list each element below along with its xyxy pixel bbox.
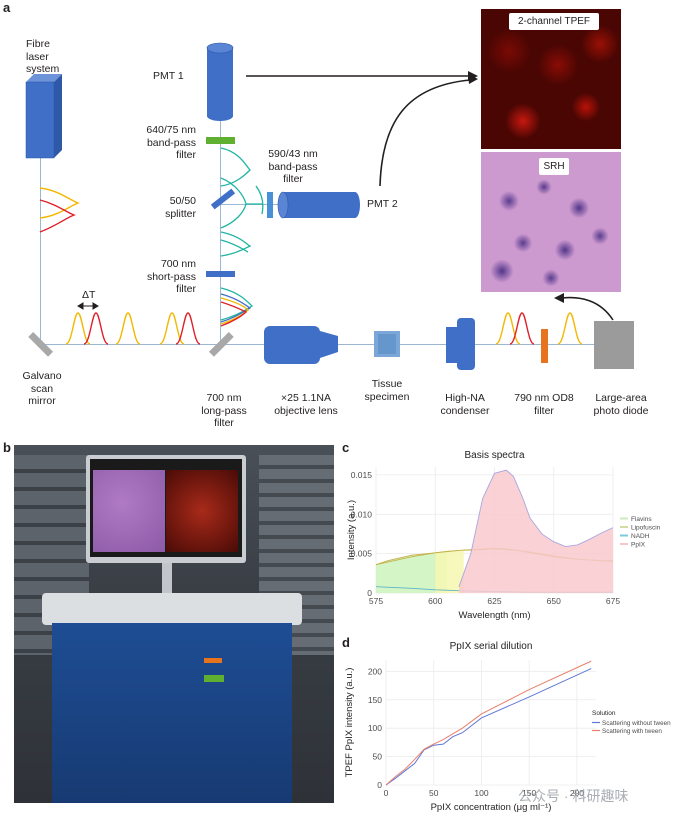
spectrum-line-ppix bbox=[458, 469, 614, 587]
y-axis-label: Intensity (a.u.) bbox=[346, 500, 357, 560]
pmt2-label: PMT 2 bbox=[367, 198, 398, 210]
beam-vertical bbox=[220, 116, 221, 344]
shortpass-filter bbox=[206, 271, 235, 277]
y-axis-label: TPEF PpIX intensity (a.u.) bbox=[344, 668, 355, 778]
y-tick-label: 50 bbox=[373, 752, 383, 762]
galvano-label: Galvano scan mirror bbox=[22, 370, 62, 407]
condenser bbox=[446, 318, 475, 370]
panel-label-d: d bbox=[342, 635, 350, 650]
legend-label: NADH bbox=[631, 533, 650, 540]
x-tick-label: 675 bbox=[606, 596, 620, 606]
y-tick-label: 200 bbox=[368, 666, 382, 676]
delta-t-arrow bbox=[77, 302, 99, 310]
x-tick-label: 625 bbox=[487, 596, 501, 606]
basis-spectra-chart: 575 600 625 650 675 0 0.005 0.010 0.015 Basis spe… bbox=[346, 450, 661, 621]
beam-to-filter bbox=[40, 344, 220, 345]
filter-700-short-label: 700 nm short-pass filter bbox=[146, 258, 196, 295]
signal-arrows bbox=[246, 71, 614, 321]
beam-horizontal bbox=[220, 344, 600, 345]
system-photo bbox=[14, 445, 334, 803]
beam-laser-down bbox=[40, 158, 41, 343]
pmt1-cylinder bbox=[206, 42, 234, 121]
longpass-mirror bbox=[208, 331, 234, 357]
legend-label: PpIX bbox=[631, 542, 646, 549]
y-tick-label: 0 bbox=[367, 588, 372, 598]
spectrum-area-flavins bbox=[376, 551, 448, 593]
pmt1-label: PMT 1 bbox=[153, 70, 184, 82]
y-tick-label: 0.005 bbox=[351, 549, 373, 559]
legend-label: Scattering with tween bbox=[602, 728, 662, 735]
laser-pulses bbox=[39, 187, 80, 233]
photodiode-box bbox=[594, 321, 634, 369]
condenser-label: High-NA condenser bbox=[440, 392, 490, 417]
filter-640-label: 640/75 nm band-pass filter bbox=[146, 124, 196, 161]
srh-image: SRH bbox=[481, 152, 621, 292]
legend-label: Lipofuscin bbox=[631, 525, 661, 532]
chart-title: PpIX serial dilution bbox=[450, 641, 533, 652]
spectrum-area-ppix bbox=[458, 470, 613, 593]
x-tick-label: 100 bbox=[474, 788, 488, 798]
watermark-text: 公众号 · 科研趣味 bbox=[518, 788, 629, 804]
pmt2-cylinder bbox=[277, 191, 360, 219]
srh-label: SRH bbox=[539, 158, 569, 175]
filter-590-label: 590/43 nm band-pass filter bbox=[268, 148, 318, 185]
tpef-label: 2-channel TPEF bbox=[509, 13, 599, 30]
x-axis-label: PpIX concentration (μg ml⁻¹) bbox=[431, 802, 552, 813]
mixed-pulses bbox=[220, 287, 254, 327]
fibre-laser-label: Fibre laser system bbox=[26, 38, 60, 75]
fibre-laser-box bbox=[25, 74, 62, 159]
objective-label: ×25 1.1NA objective lens bbox=[274, 392, 338, 417]
filter-790-label: 790 nm OD8 filter bbox=[514, 392, 574, 417]
y-tick-label: 0 bbox=[377, 780, 382, 790]
dilution-line bbox=[385, 660, 592, 786]
legend-label: Scattering without tween bbox=[602, 720, 671, 727]
photodiode-label: Large-area photo diode bbox=[593, 392, 649, 417]
galvano-mirror bbox=[28, 331, 54, 357]
tissue-label: Tissue specimen bbox=[364, 378, 410, 403]
teal-pulses bbox=[220, 147, 264, 257]
x-axis-label: Wavelength (nm) bbox=[459, 610, 531, 621]
optical-diagram bbox=[25, 42, 634, 370]
panel-label-c: c bbox=[342, 440, 350, 455]
y-tick-label: 100 bbox=[368, 723, 382, 733]
x-tick-label: 600 bbox=[428, 596, 442, 606]
panel-label-b: b bbox=[3, 440, 11, 455]
legend-label: Flavins bbox=[631, 516, 652, 523]
x-tick-label: 200 bbox=[570, 788, 584, 798]
splitter-plate bbox=[210, 188, 236, 210]
y-tick-label: 0.015 bbox=[351, 470, 373, 480]
y-tick-label: 0.010 bbox=[351, 509, 373, 519]
x-tick-label: 575 bbox=[369, 596, 383, 606]
dilution-line bbox=[385, 668, 592, 786]
filter-700-long-label: 700 nm long-pass filter bbox=[201, 392, 247, 429]
delta-t-pulses bbox=[65, 312, 583, 345]
filter-590-plate bbox=[267, 192, 273, 218]
y-tick-label: 150 bbox=[368, 695, 382, 705]
x-tick-label: 650 bbox=[547, 596, 561, 606]
od8-filter bbox=[541, 329, 548, 363]
green-filter bbox=[206, 137, 235, 144]
chart-title: Basis spectra bbox=[464, 450, 524, 461]
delta-t-label: ΔT bbox=[82, 289, 96, 301]
splitter-label: 50/50 splitter bbox=[165, 195, 196, 220]
panel-label-a: a bbox=[3, 0, 11, 15]
spectrum-area-lipofuscin bbox=[435, 549, 464, 593]
tpef-image: 2-channel TPEF bbox=[481, 9, 621, 149]
objective-lens bbox=[264, 326, 338, 364]
x-tick-label: 0 bbox=[384, 788, 389, 798]
x-tick-label: 150 bbox=[522, 788, 536, 798]
ppix-dilution-chart: 0 50 100 150 200 0 50 100 150 200 PpIX serial dilu… bbox=[344, 641, 671, 813]
legend-title: Solution bbox=[592, 710, 616, 717]
x-tick-label: 50 bbox=[429, 788, 439, 798]
